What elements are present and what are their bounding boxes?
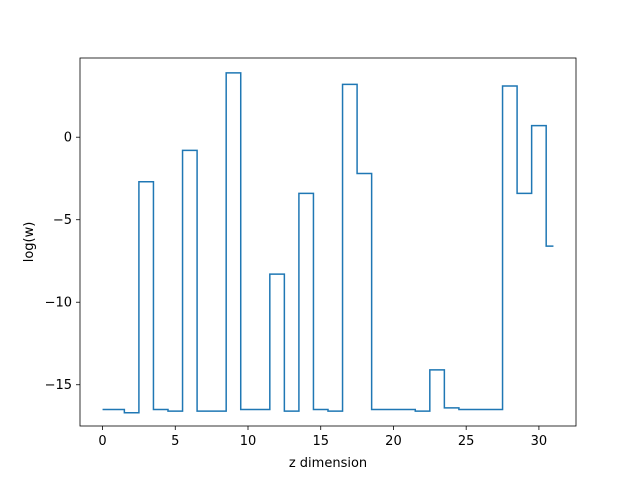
y-axis-label: log(w): [22, 222, 37, 263]
x-axis-label: z dimension: [289, 456, 367, 471]
x-axis-ticks: 0 5 10 15 20 25 30: [98, 426, 547, 449]
x-tick-label: 15: [312, 434, 329, 449]
y-tick-label: −10: [45, 296, 72, 311]
plot-frame: [79, 57, 577, 427]
x-tick-label: 20: [385, 434, 402, 449]
x-tick-label: 0: [98, 434, 106, 449]
plot-area: [80, 58, 576, 426]
y-tick-label: −15: [45, 378, 72, 393]
x-tick-label: 30: [531, 434, 548, 449]
y-axis-ticks: −15 −10 −5 0: [45, 131, 80, 393]
x-tick-label: 10: [240, 434, 257, 449]
y-tick-label: 0: [64, 131, 72, 146]
x-tick-label: 5: [171, 434, 179, 449]
x-tick-label: 25: [458, 434, 475, 449]
y-tick-label: −5: [53, 213, 72, 228]
series-step-line: [102, 72, 554, 414]
